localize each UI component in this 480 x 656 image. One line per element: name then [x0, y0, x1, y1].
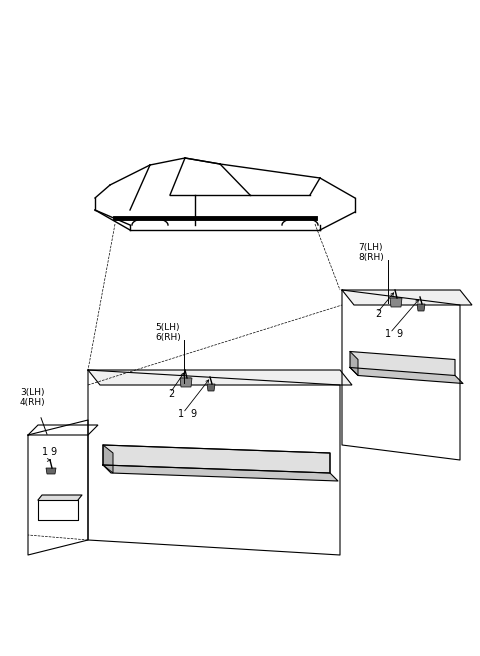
Text: 3(LH): 3(LH) — [20, 388, 45, 397]
Polygon shape — [350, 352, 358, 375]
Polygon shape — [390, 298, 402, 307]
Polygon shape — [28, 425, 98, 435]
Polygon shape — [181, 378, 191, 385]
Polygon shape — [103, 445, 330, 473]
Text: 2: 2 — [375, 309, 381, 319]
Polygon shape — [103, 445, 113, 473]
Text: 4(RH): 4(RH) — [20, 398, 46, 407]
Polygon shape — [38, 495, 82, 500]
Polygon shape — [88, 370, 352, 385]
Text: 9: 9 — [190, 409, 196, 419]
Text: 8(RH): 8(RH) — [358, 253, 384, 262]
Polygon shape — [103, 465, 338, 481]
Text: 1: 1 — [42, 447, 48, 457]
Polygon shape — [342, 290, 472, 305]
Polygon shape — [350, 367, 463, 384]
Polygon shape — [180, 378, 192, 387]
Text: 9: 9 — [50, 447, 56, 457]
Polygon shape — [350, 352, 455, 375]
Text: 7(LH): 7(LH) — [358, 243, 383, 252]
Text: 6(RH): 6(RH) — [155, 333, 181, 342]
Text: 5(LH): 5(LH) — [155, 323, 180, 332]
Text: 1: 1 — [178, 409, 184, 419]
Polygon shape — [391, 298, 401, 305]
Polygon shape — [417, 304, 425, 311]
Polygon shape — [207, 384, 215, 391]
Text: 1: 1 — [385, 329, 391, 339]
Polygon shape — [46, 468, 56, 474]
Text: 2: 2 — [168, 389, 174, 399]
Text: 9: 9 — [396, 329, 402, 339]
